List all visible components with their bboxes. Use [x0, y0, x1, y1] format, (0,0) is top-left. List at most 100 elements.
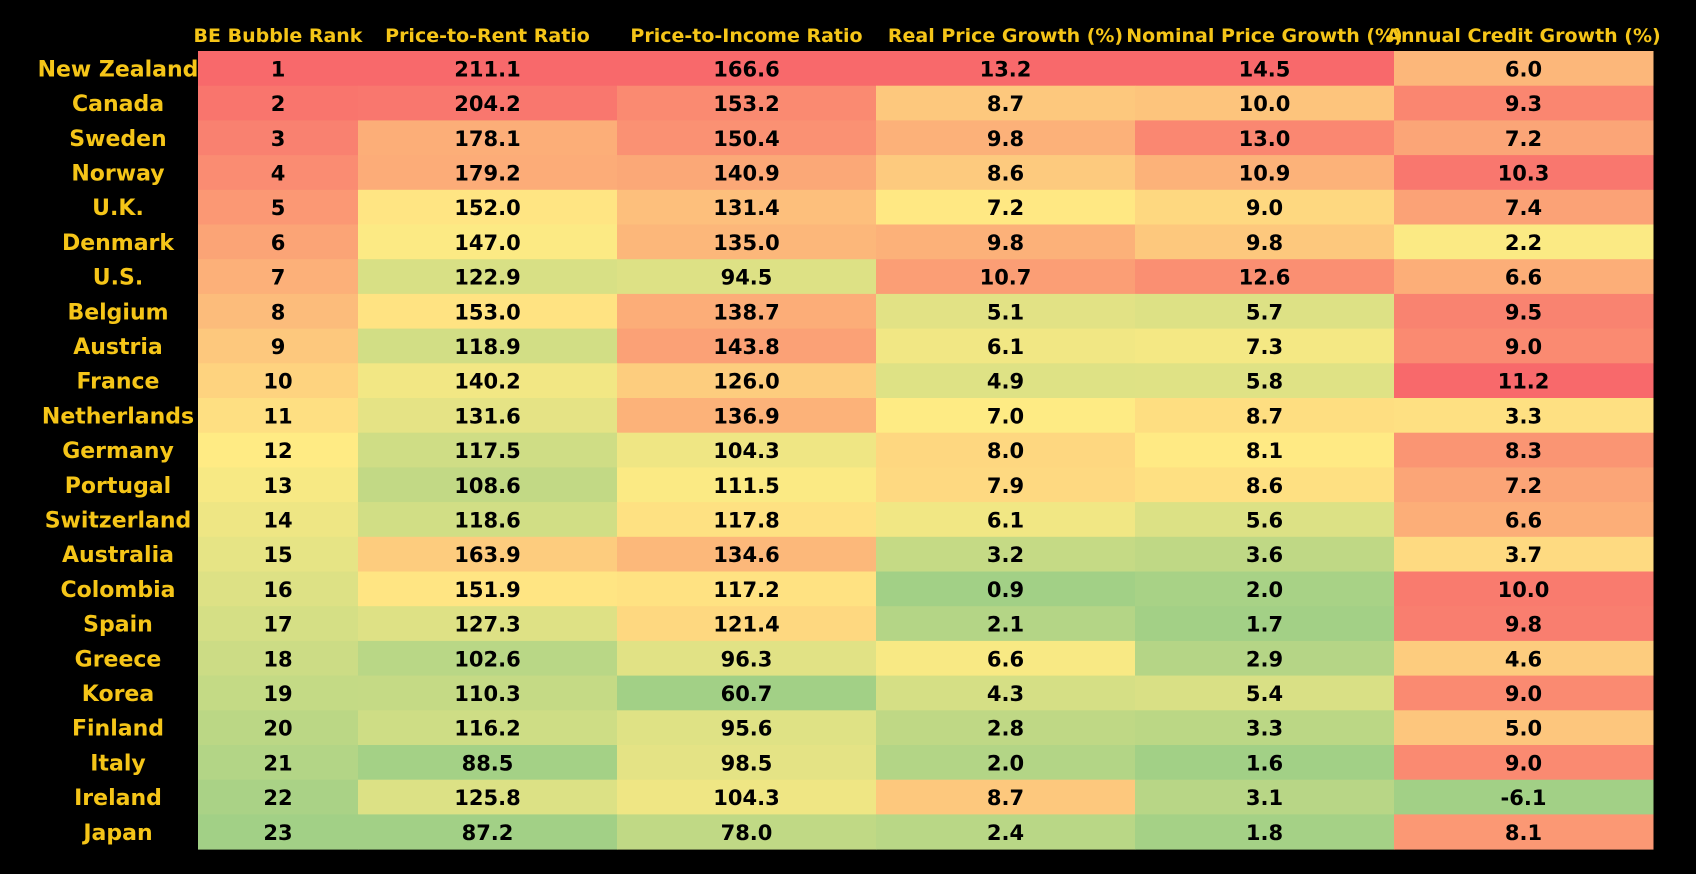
heatmap-cell [1135, 189, 1395, 225]
heatmap-cell [876, 259, 1136, 295]
heatmap-cell [876, 328, 1136, 364]
cell-value: 3 [271, 127, 286, 151]
cell-value: 9.8 [1505, 613, 1542, 637]
cell-value: 20 [263, 717, 292, 741]
cell-value: 10.7 [980, 266, 1032, 290]
country-label: New Zealand [38, 57, 199, 82]
heatmap-cell [358, 571, 618, 607]
heatmap-cell [617, 85, 877, 121]
heatmap-cell [358, 745, 618, 781]
country-label: France [77, 370, 160, 395]
cell-value: 13 [263, 474, 292, 498]
heatmap-cell [876, 606, 1136, 642]
heatmap-cell [876, 675, 1136, 711]
column-header: Price-to-Income Ratio [630, 25, 862, 47]
cell-value: 118.6 [454, 508, 520, 532]
cell-value: 14 [263, 508, 292, 532]
heatmap-cell [1394, 814, 1654, 850]
column-header: Annual Credit Growth (%) [1386, 25, 1660, 47]
cell-value: 6 [271, 231, 286, 255]
heatmap-cell [876, 814, 1136, 850]
cell-value: 5.4 [1246, 682, 1283, 706]
column-header: Real Price Growth (%) [888, 25, 1123, 47]
cell-value: 2.0 [987, 751, 1024, 775]
cell-value: 11 [263, 404, 292, 428]
column-header: BE Bubble Rank [194, 25, 363, 47]
heatmap-cell [617, 606, 877, 642]
heatmap-cell [1135, 710, 1395, 746]
cell-value: 13.2 [980, 57, 1032, 81]
cell-value: 9.8 [987, 231, 1024, 255]
cell-value: 125.8 [454, 786, 520, 810]
heatmap-cell [198, 536, 359, 572]
heatmap-cell [1394, 85, 1654, 121]
column-header: Price-to-Rent Ratio [385, 25, 590, 47]
cell-value: 12 [263, 439, 292, 463]
cell-value: 151.9 [454, 578, 520, 602]
cell-value: 7.0 [987, 404, 1024, 428]
heatmap-cell [617, 675, 877, 711]
cell-value: 150.4 [713, 127, 779, 151]
heatmap-cell [358, 293, 618, 330]
cell-value: 110.3 [454, 682, 520, 706]
heatmap-cell [1135, 675, 1395, 711]
cell-value: 0.9 [987, 578, 1024, 602]
cell-value: 17 [263, 613, 292, 637]
heatmap-cell [617, 502, 877, 538]
heatmap-cell [876, 398, 1136, 434]
heatmap-cell [617, 814, 877, 850]
cell-value: 136.9 [713, 404, 779, 428]
heatmap-cell [198, 189, 359, 225]
cell-value: 87.2 [462, 821, 514, 845]
cell-value: 4 [271, 161, 286, 185]
cell-value: 22 [263, 786, 292, 810]
heatmap-cell [198, 502, 359, 538]
cell-value: 94.5 [721, 266, 773, 290]
cell-value: 6.6 [1505, 266, 1542, 290]
cell-value: 10.3 [1498, 161, 1550, 185]
heatmap-cell [617, 536, 877, 572]
cell-value: 4.6 [1505, 647, 1542, 671]
heatmap-cell [1135, 224, 1395, 260]
cell-value: 9.0 [1246, 196, 1283, 220]
heatmap-cell [617, 363, 877, 399]
heatmap-cell [358, 224, 618, 260]
country-label: U.S. [93, 266, 143, 291]
heatmap-cell [1135, 259, 1395, 295]
cell-value: 98.5 [721, 751, 773, 775]
heatmap-cell [876, 51, 1136, 87]
heatmap-cell [1135, 606, 1395, 642]
cell-value: 122.9 [454, 266, 520, 290]
country-label: U.K. [92, 196, 144, 221]
country-label: Greece [75, 647, 162, 672]
cell-value: 88.5 [462, 751, 514, 775]
heatmap-cell [1394, 155, 1654, 191]
cell-value: 7.9 [987, 474, 1024, 498]
heatmap-cell [876, 293, 1136, 330]
heatmap-cell [876, 571, 1136, 607]
heatmap-cell [358, 189, 618, 225]
heatmap-cell [198, 259, 359, 295]
cell-value: 7.2 [1505, 127, 1542, 151]
cell-value: 3.2 [987, 543, 1024, 567]
heatmap-cell [1135, 745, 1395, 781]
heatmap-cell [1135, 779, 1395, 815]
country-labels: New Zealand Canada Sweden Norway U.K. Denmark… [38, 57, 199, 845]
cell-value: 9.5 [1505, 300, 1542, 324]
cell-value: 5.8 [1246, 370, 1283, 394]
column-header: Nominal Price Growth (%) [1126, 25, 1403, 47]
heatmap-cell [1394, 293, 1654, 330]
heatmap-cell [617, 467, 877, 503]
country-label: Austria [73, 335, 163, 360]
heatmap-cell [198, 467, 359, 503]
heatmap-cell [358, 779, 618, 815]
heatmap-cell [1394, 432, 1654, 468]
cell-value: -6.1 [1501, 786, 1547, 810]
cell-value: 2.2 [1505, 231, 1542, 255]
heatmap-cell [358, 398, 618, 434]
country-label: Spain [83, 613, 153, 638]
heatmap-cell [1394, 745, 1654, 781]
country-label: Australia [62, 543, 174, 568]
cell-value: 138.7 [713, 300, 779, 324]
